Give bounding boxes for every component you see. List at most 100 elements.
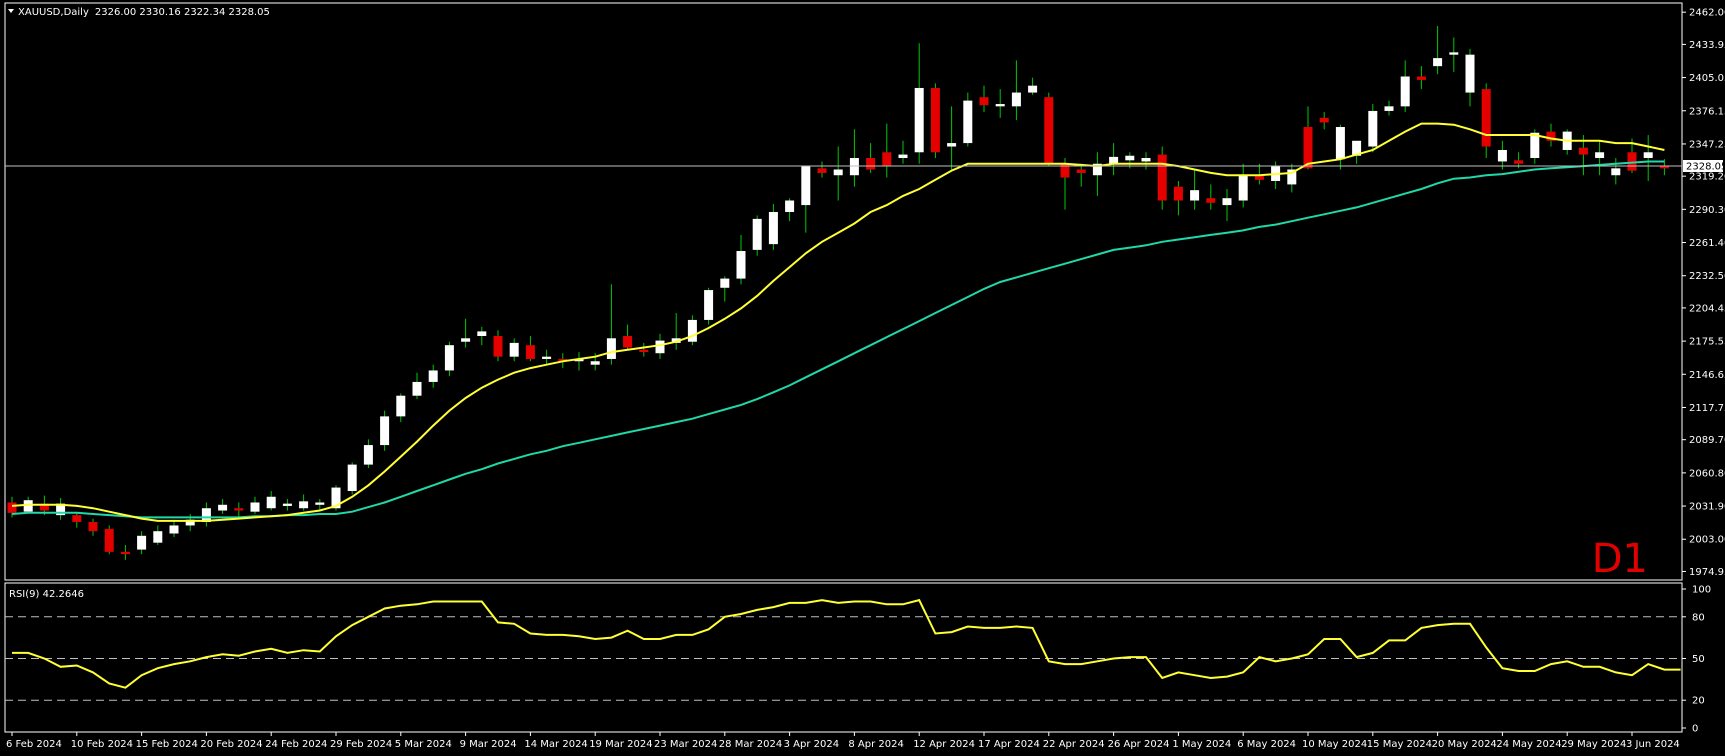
bullish-candle [785, 200, 795, 212]
time-tick-label: 22 Apr 2024 [1043, 739, 1105, 750]
timeframe-name: Daily [64, 7, 89, 18]
bullish-candle [185, 519, 195, 526]
bearish-candle [866, 158, 876, 170]
price-tick-label: 2060.80 [1689, 468, 1725, 479]
price-pane-frame [4, 2, 1683, 581]
bullish-candle [542, 356, 552, 359]
bullish-candle [380, 416, 390, 446]
bullish-candle [606, 338, 616, 359]
price-tick-label: 2261.40 [1689, 238, 1725, 249]
time-tick-label: 14 Mar 2024 [524, 739, 587, 750]
price-tick-label: 2089.70 [1689, 435, 1725, 446]
bullish-candle [169, 525, 179, 534]
bullish-candle [1384, 106, 1394, 111]
bullish-candle [250, 502, 260, 512]
bullish-candle [849, 158, 859, 176]
bearish-candle [525, 345, 535, 359]
bullish-candle [1400, 76, 1410, 107]
time-tick-label: 15 May 2024 [1367, 739, 1432, 750]
price-tick-label: 2462.00 [1689, 8, 1725, 19]
rsi-line [12, 598, 1681, 689]
bullish-candle [412, 381, 422, 396]
time-tick-label: 6 May 2024 [1237, 739, 1296, 750]
rsi-tick-label: 20 [1692, 696, 1705, 707]
bearish-candle [930, 87, 940, 153]
price-tick-label: 2003.00 [1689, 535, 1725, 546]
bullish-candle [1092, 163, 1102, 176]
time-tick-label: 6 Feb 2024 [6, 739, 62, 750]
bearish-candle [1206, 198, 1216, 203]
bullish-candle [1595, 152, 1605, 159]
bullish-candle [509, 342, 519, 357]
bullish-candle [1335, 127, 1345, 160]
candles-group [7, 25, 1669, 560]
current-price-label: 2328.05 [1686, 161, 1725, 172]
bearish-candle [1303, 127, 1313, 169]
price-tick-label: 2204.45 [1689, 303, 1725, 314]
bullish-candle [23, 500, 33, 512]
bullish-candle [1449, 52, 1459, 55]
bullish-candle [477, 331, 487, 336]
bullish-candle [1222, 198, 1232, 206]
bearish-candle [1659, 166, 1669, 169]
bearish-candle [1627, 152, 1637, 171]
bearish-candle [1157, 154, 1167, 201]
collapse-triangle-icon[interactable] [8, 9, 14, 13]
bullish-candle [396, 395, 406, 417]
price-tick-label: 2117.75 [1689, 403, 1725, 414]
time-tick-label: 26 Apr 2024 [1108, 739, 1170, 750]
bullish-candle [1125, 155, 1135, 161]
time-tick-label: 19 Mar 2024 [589, 739, 652, 750]
bullish-candle [331, 487, 341, 509]
time-axis: 6 Feb 2024 10 Feb 2024 15 Feb 2024 20 Feb 2… [6, 732, 1680, 750]
bullish-candle [363, 445, 373, 465]
bullish-candle [1141, 158, 1151, 162]
time-tick-label: 10 Feb 2024 [71, 739, 133, 750]
time-tick-label: 23 Mar 2024 [654, 739, 717, 750]
time-tick-label: 12 Apr 2024 [913, 739, 975, 750]
bullish-candle [768, 211, 778, 245]
bearish-candle [1416, 76, 1426, 80]
price-axis: 2462.00 2433.95 2405.05 2376.15 2347.25 2319.… [1682, 8, 1725, 578]
bullish-candle [282, 503, 292, 506]
bullish-candle [687, 319, 697, 342]
bullish-candle [137, 535, 147, 550]
time-tick-label: 17 Apr 2024 [978, 739, 1040, 750]
bullish-candle [1190, 190, 1200, 201]
bearish-candle [234, 508, 244, 511]
rsi-pane[interactable]: 100 80 50 20 0 RSI(9) 42.2646 [4, 582, 1711, 735]
time-tick-label: 10 May 2024 [1302, 739, 1367, 750]
rsi-tick-label: 0 [1692, 724, 1698, 735]
rsi-levels [5, 616, 1682, 701]
bullish-candle [201, 508, 211, 523]
time-tick-label: 3 Jun 2024 [1626, 739, 1680, 750]
time-tick-label: 5 Mar 2024 [395, 739, 452, 750]
bearish-candle [1076, 169, 1086, 173]
bullish-candle [574, 358, 584, 362]
bullish-candle [720, 278, 730, 288]
bearish-candle [1319, 117, 1329, 123]
price-pane[interactable]: 2462.00 2433.95 2405.05 2376.15 2347.25 2319.… [4, 2, 1725, 582]
rsi-axis: 100 80 50 20 0 [1682, 585, 1711, 735]
bullish-candle [1497, 149, 1507, 162]
bullish-candle [590, 361, 600, 365]
bullish-candle [266, 496, 276, 509]
time-tick-label: 9 Mar 2024 [460, 739, 517, 750]
price-tick-label: 1974.95 [1689, 567, 1725, 578]
bearish-candle [882, 152, 892, 167]
time-tick-label: 20 Feb 2024 [200, 739, 262, 750]
bearish-candle [493, 335, 503, 357]
bearish-candle [39, 503, 49, 511]
bullish-candle [218, 504, 228, 511]
price-tick-label: 2376.15 [1689, 106, 1725, 117]
price-tick-label: 2405.05 [1689, 73, 1725, 84]
timeframe-watermark: D1 [1592, 536, 1648, 582]
bullish-candle [1287, 169, 1297, 185]
bullish-candle [56, 503, 66, 516]
bullish-candle [1109, 156, 1119, 164]
bearish-candle [979, 97, 989, 106]
bearish-candle [104, 528, 114, 552]
time-tick-label: 29 Feb 2024 [330, 739, 392, 750]
